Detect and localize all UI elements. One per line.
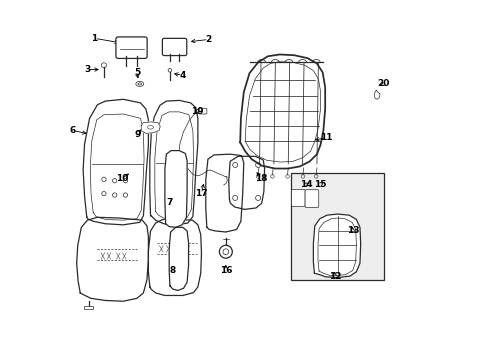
Polygon shape	[83, 99, 148, 225]
Text: 10: 10	[116, 174, 128, 183]
Polygon shape	[77, 217, 148, 301]
Text: 7: 7	[165, 198, 172, 207]
Polygon shape	[164, 150, 187, 227]
FancyBboxPatch shape	[291, 189, 305, 207]
FancyBboxPatch shape	[162, 39, 186, 55]
Text: 17: 17	[195, 189, 207, 198]
FancyBboxPatch shape	[116, 37, 147, 58]
Polygon shape	[149, 100, 198, 225]
Text: 6: 6	[70, 126, 76, 135]
Polygon shape	[148, 220, 201, 296]
Polygon shape	[205, 154, 244, 232]
Text: 1: 1	[91, 34, 98, 43]
Polygon shape	[141, 122, 160, 134]
Text: 11: 11	[319, 133, 332, 142]
Text: 4: 4	[179, 71, 185, 80]
Polygon shape	[228, 156, 264, 210]
Bar	[290, 173, 384, 280]
Text: 19: 19	[190, 107, 203, 116]
Text: 18: 18	[255, 174, 267, 183]
Text: 8: 8	[169, 266, 176, 275]
Text: 16: 16	[219, 266, 232, 275]
Text: 14: 14	[299, 180, 312, 189]
Polygon shape	[169, 227, 188, 291]
Text: 2: 2	[205, 35, 211, 44]
Text: 12: 12	[328, 271, 341, 280]
FancyBboxPatch shape	[305, 190, 318, 208]
Bar	[83, 306, 93, 309]
Text: 15: 15	[314, 180, 326, 189]
Text: 5: 5	[134, 68, 140, 77]
FancyBboxPatch shape	[199, 108, 206, 114]
Polygon shape	[313, 214, 360, 278]
Text: 3: 3	[84, 65, 90, 74]
Polygon shape	[373, 90, 379, 99]
Text: 13: 13	[346, 226, 358, 235]
Text: 20: 20	[377, 80, 389, 89]
Polygon shape	[240, 54, 325, 168]
Text: 9: 9	[134, 130, 141, 139]
